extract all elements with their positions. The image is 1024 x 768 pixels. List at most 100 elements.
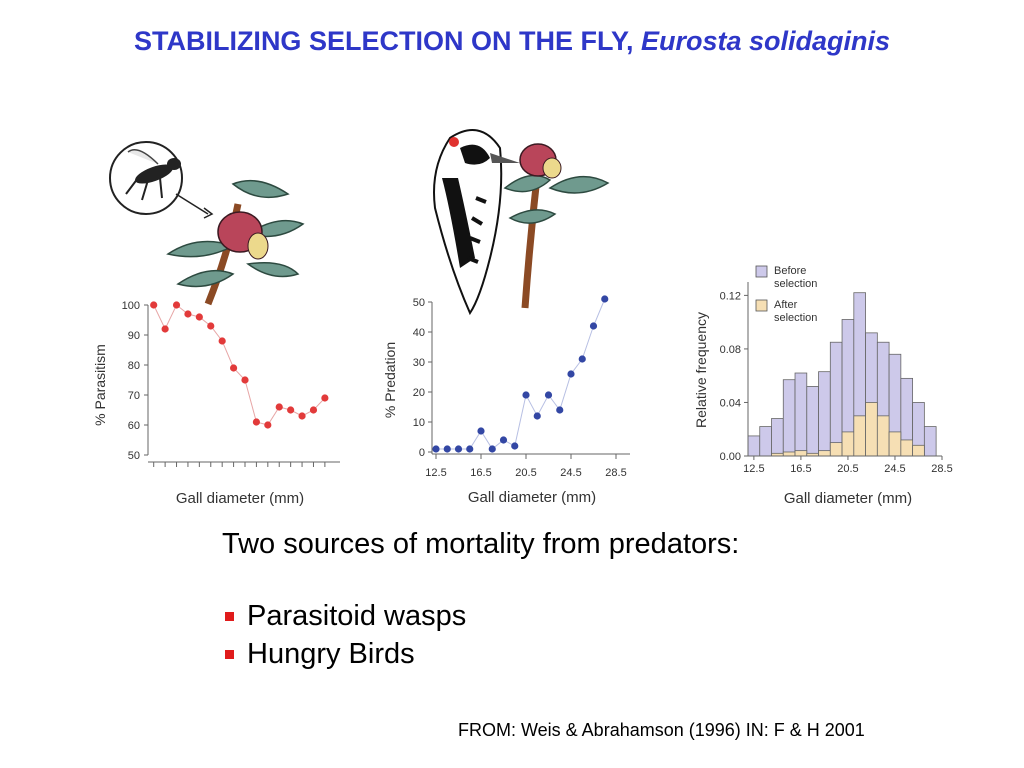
y-axis-label: % Predation [382,342,398,418]
data-point [275,403,283,411]
bar-before [794,372,808,457]
legend-label-before: Before selection [774,265,817,290]
y-tick-label: 20 [413,387,425,399]
y-tick-label: 80 [128,360,140,372]
data-point [589,322,598,330]
data-point [443,445,451,453]
legend-swatch-after [755,299,768,312]
x-tick-label: 24.5 [560,467,581,479]
y-tick-label: 90 [128,330,140,342]
data-point [229,364,238,372]
bar-before [923,426,937,457]
bar-before [782,379,796,457]
y-axis-label: Relative frequency [693,312,709,428]
list-item: Parasitoid wasps [222,597,739,635]
bullet-square-icon [225,611,234,621]
x-tick-label: 28.5 [605,467,626,479]
data-point [533,412,541,420]
bar-after [818,450,831,457]
x-tick-label: 16.5 [470,467,491,479]
data-point [252,418,261,426]
data-point [477,427,485,435]
data-point [184,310,192,318]
data-point [522,391,530,399]
x-tick-label: 20.5 [837,463,858,475]
title-species: Eurosta solidaginis [640,26,891,56]
woodpecker-gall-icon [433,129,610,316]
y-tick-label: 0.08 [720,344,741,356]
bar-before [747,435,761,457]
data-point [298,412,306,420]
bar-before [759,426,772,457]
bar-after [912,444,925,457]
data-point [309,406,318,414]
data-point [499,436,508,444]
bar-after [829,442,843,457]
y-tick-label: 0.12 [720,290,741,302]
predation-chart: 50 40 30 20 10 0 12.5 16.5 20.5 24.5 28.5 % Preda… [382,295,630,506]
bar-before [771,418,784,457]
data-point [321,394,329,402]
y-tick-label: 60 [128,420,140,432]
bar-after [876,415,890,457]
frequency-histogram: 0.12 0.08 0.04 0.00 12.5 16.5 20.5 24.5 28.5 Be… [693,265,953,507]
y-tick-label: 10 [413,417,425,429]
data-point [567,370,575,378]
bullet-square-icon [225,649,234,659]
y-tick-label: 40 [413,327,425,339]
data-point [287,406,295,414]
title-main: STABILIZING SELECTION ON THE FLY, [133,26,641,56]
data-point [207,322,215,330]
data-point [488,445,496,453]
x-axis-label: Gall diameter (mm) [784,490,912,507]
x-tick-label: 12.5 [743,463,764,475]
y-tick-label: 70 [128,390,140,402]
bullet-list: Parasitoid wasps Hungry Birds [222,597,739,673]
data-point [454,445,463,453]
parasitism-chart: 100 90 80 70 60 50 % Parasitism Gall diameter… [92,300,340,507]
bar-after [782,451,796,457]
bar-after [865,402,878,457]
bar-after [841,431,855,457]
data-point [161,325,169,333]
data-point [172,301,181,309]
y-tick-label: 0.00 [720,451,741,463]
x-tick-label: 20.5 [515,467,536,479]
bar-after [853,415,866,457]
data-point [578,355,586,363]
bullet-text: Hungry Birds [247,637,415,670]
data-point [544,391,553,399]
predation-line [436,298,606,450]
headline: Two sources of mortality from predators: [222,528,740,560]
x-tick-label: 24.5 [884,463,905,475]
y-axis-label: % Parasitism [92,344,108,426]
y-tick-label: 0.04 [720,397,741,409]
data-point [150,301,158,309]
y-tick-label: 100 [122,300,140,312]
y-tick-label: 0 [419,447,425,459]
data-point [432,445,440,453]
data-point [264,421,272,429]
source-citation: FROM: Weis & Abrahamson (1996) IN: F & H… [458,720,865,740]
x-axis-label: Gall diameter (mm) [468,489,596,506]
bar-after [794,450,808,457]
x-tick-label: 16.5 [790,463,811,475]
data-point [466,445,474,453]
bar-before [829,341,843,457]
legend: Before selection After selection [755,265,817,324]
bar-after [900,439,914,457]
y-tick-label: 30 [413,357,425,369]
bar-before [818,371,831,457]
list-item: Hungry Birds [222,635,739,673]
slide-title: STABILIZING SELECTION ON THE FLY, Eurost… [0,26,1024,57]
data-point [511,442,519,450]
x-tick-label: 12.5 [425,467,446,479]
wasp-gall-icon [109,141,305,306]
data-point [218,337,226,345]
x-axis-label: Gall diameter (mm) [176,490,304,507]
y-tick-label: 50 [128,450,140,462]
bullet-block: Two sources of mortality from predators:… [222,528,739,673]
bullet-text: Parasitoid wasps [247,599,467,632]
data-point [556,406,564,414]
data-point [241,376,249,384]
